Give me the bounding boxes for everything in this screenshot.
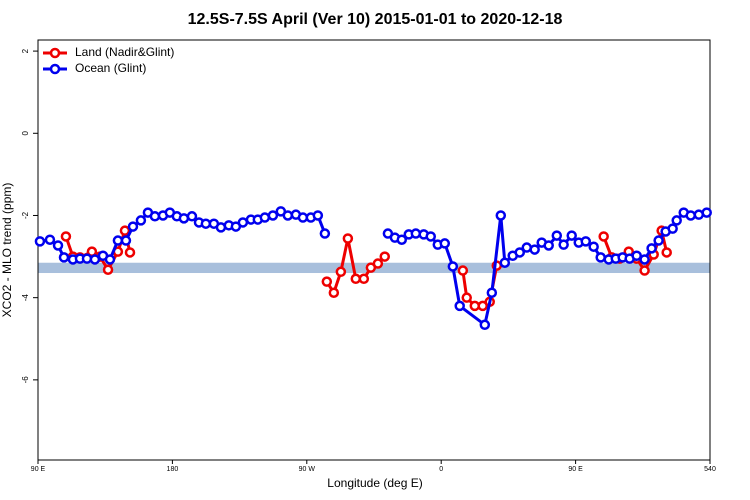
data-point <box>685 210 696 221</box>
data-point <box>379 251 391 262</box>
legend-marker <box>49 63 61 75</box>
data-point <box>119 225 131 236</box>
data-point <box>34 236 46 247</box>
x-tick-label: 90 E <box>31 466 46 473</box>
data-point <box>58 252 70 263</box>
legend-label: Ocean (Glint) <box>75 61 146 75</box>
data-point <box>335 266 347 278</box>
data-point <box>124 247 136 258</box>
data-point <box>598 231 609 242</box>
x-tick-label: 0 <box>439 466 443 473</box>
plot-frame <box>37 39 711 461</box>
data-point <box>267 210 279 221</box>
y-tick-label: 2 <box>21 48 30 53</box>
data-point <box>566 230 577 241</box>
data-point <box>104 254 116 265</box>
data-point <box>639 265 650 276</box>
x-tick-label: 90 W <box>299 466 316 473</box>
y-tick-label: 0 <box>21 131 30 136</box>
data-point <box>551 230 563 241</box>
data-point <box>514 247 525 258</box>
data-point <box>372 258 384 269</box>
data-point <box>495 210 507 221</box>
data-point <box>671 215 682 226</box>
data-point <box>282 210 294 221</box>
data-point <box>44 234 56 245</box>
data-point <box>89 254 101 265</box>
data-point <box>120 235 132 246</box>
data-point <box>237 217 249 228</box>
data-point <box>52 240 64 251</box>
data-point <box>701 207 712 218</box>
chart-title: 12.5S-7.5S April (Ver 10) 2015-01-01 to … <box>188 11 563 28</box>
data-point <box>457 265 469 276</box>
data-point <box>479 319 491 331</box>
data-point <box>646 243 657 254</box>
data-point <box>499 257 511 268</box>
data-point <box>259 212 271 223</box>
data-point <box>321 276 333 287</box>
data-point <box>543 240 554 251</box>
data-point <box>328 287 340 298</box>
y-tick-label: -4 <box>21 294 30 302</box>
data-point <box>312 210 324 221</box>
data-point <box>486 287 498 298</box>
y-axis-label: XCO2 - MLO trend (ppm) <box>0 183 14 318</box>
data-point <box>588 241 599 252</box>
data-point <box>112 235 124 246</box>
data-point <box>149 211 161 222</box>
data-point <box>580 236 592 247</box>
data-point <box>200 218 212 229</box>
data-point <box>661 247 672 258</box>
x-axis-label: Longitude (deg E) <box>327 476 422 490</box>
data-point <box>127 221 139 232</box>
data-point <box>358 273 370 285</box>
data-point <box>631 250 642 262</box>
data-point <box>425 231 436 242</box>
data-point <box>135 215 147 226</box>
data-point <box>178 213 190 224</box>
x-tick-label: 180 <box>167 466 179 473</box>
data-point <box>653 235 664 246</box>
data-point <box>350 273 362 285</box>
x-tick-label: 540 <box>704 466 716 473</box>
data-point <box>454 300 465 312</box>
data-point <box>102 264 114 275</box>
legend-label: Land (Nadir&Glint) <box>75 45 174 59</box>
data-point <box>461 292 472 303</box>
data-point <box>447 261 459 272</box>
data-point <box>396 234 408 245</box>
data-point <box>319 228 331 239</box>
data-point <box>342 233 354 244</box>
x-tick-label: 90 E <box>568 466 583 473</box>
y-tick-label: -6 <box>21 376 30 384</box>
data-point <box>529 244 540 255</box>
legend-marker <box>49 47 61 59</box>
data-point <box>595 252 606 263</box>
data-point <box>558 239 569 250</box>
data-point <box>667 223 678 234</box>
data-point <box>439 238 451 249</box>
data-point <box>639 254 650 265</box>
y-tick-label: -2 <box>21 211 30 219</box>
data-point <box>60 231 72 242</box>
data-point <box>186 211 198 222</box>
